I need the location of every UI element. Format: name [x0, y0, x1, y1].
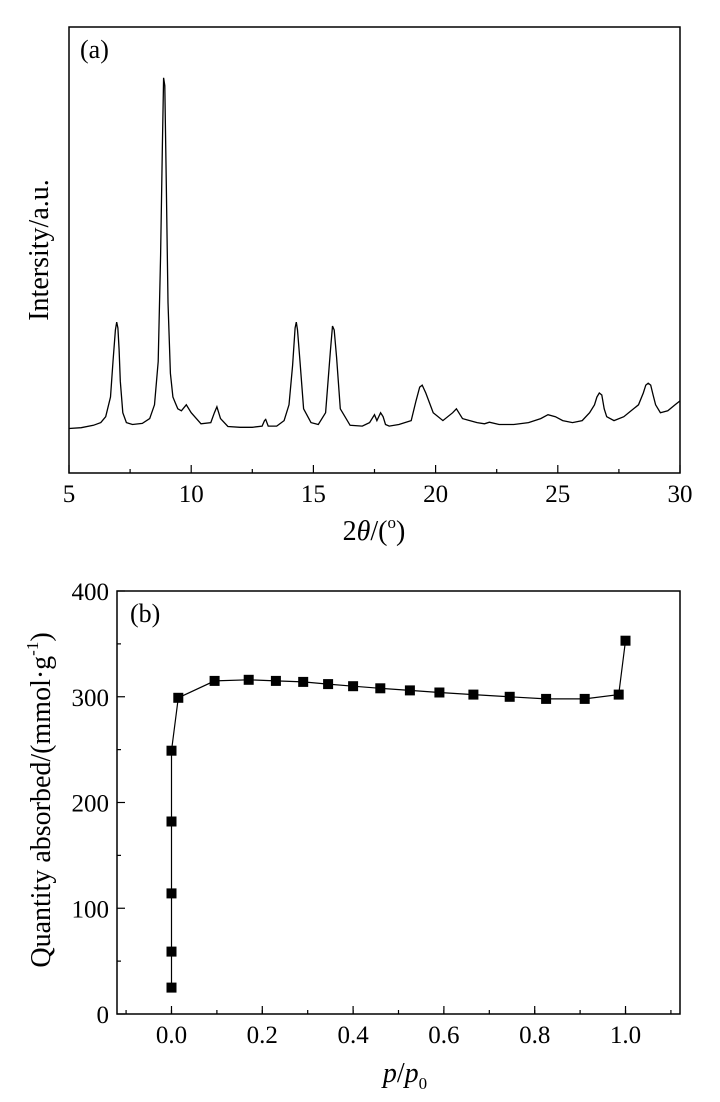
panel-a-x-tick-label: 30: [668, 481, 693, 508]
panel-b-point: [270, 675, 281, 686]
panel-b-y-tick-label: 400: [72, 579, 110, 606]
panel-b-label: (b): [130, 599, 160, 628]
panel-a-label: (a): [80, 35, 109, 64]
panel-b-x-tick-label: 1.0: [610, 1022, 641, 1049]
panel-b-point: [541, 693, 552, 704]
panel-b-x-ticks: [125, 1006, 672, 1014]
panel-b-x-tick-label: 0.0: [156, 1022, 187, 1049]
panel-b-series-line: [170, 640, 627, 988]
panel-a-ylabel: Intersity/a.u.: [24, 179, 55, 321]
panel-b-point: [209, 675, 220, 686]
panel-b-point: [620, 635, 631, 646]
panel-a-x-tick-label: 15: [301, 481, 326, 508]
panel-b-point: [434, 687, 445, 698]
panel-b-x-tick-labels: 0.0 0.2 0.4 0.6 0.8 1.0: [156, 1022, 641, 1049]
panel-b-y-tick-label: 300: [72, 685, 110, 712]
panel-a-x-ticks: [68, 465, 681, 473]
panel-b-point: [375, 683, 386, 694]
panel-b-x-tick-label: 0.8: [519, 1022, 550, 1049]
panel-b-markers: [166, 635, 631, 993]
panel-b-point: [348, 681, 359, 692]
panel-b-point: [323, 679, 334, 690]
panel-b-ylabel: Quantity absorbed/(mmol·g-1): [23, 632, 57, 967]
panel-a-xlabel: 2θ/(o): [343, 513, 406, 547]
panel-a-x-tick-label: 25: [545, 481, 570, 508]
panel-b-x-tick-label: 0.6: [428, 1022, 459, 1049]
panel-b-point: [166, 946, 177, 957]
panel-b-y-tick-label: 200: [72, 791, 110, 818]
panel-b-point: [243, 674, 254, 685]
panel-a-x-tick-label: 5: [63, 481, 76, 508]
panel-b-point: [468, 689, 479, 700]
panel-a-xrd: 5 10 15 20 25 30 (a) Intersity/a.u. 2θ/(o): [24, 26, 693, 547]
panel-b-y-ticks: [117, 590, 125, 1015]
panel-b-point: [579, 693, 590, 704]
panel-b-point: [166, 888, 177, 899]
panel-a-x-tick-labels: 5 10 15 20 25 30: [63, 481, 693, 508]
panel-b-x-tick-label: 0.2: [247, 1022, 278, 1049]
panel-b-xlabel: p/p0: [381, 1058, 427, 1093]
panel-a-series-line: [68, 77, 681, 430]
panel-b-point: [166, 982, 177, 993]
panel-b-y-tick-labels: 0 100 200 300 400: [72, 579, 110, 1029]
panel-b-point: [504, 691, 515, 702]
panel-b-isotherm: 0.0 0.2 0.4 0.6 0.8 1.0 0 100 200 300 400 (b) Qua…: [23, 579, 681, 1093]
panel-b-point: [298, 676, 309, 687]
panel-b-point: [166, 816, 177, 827]
panel-b-frame: [116, 590, 681, 1015]
panel-a-x-tick-label: 20: [423, 481, 448, 508]
panel-b-point: [173, 692, 184, 703]
panel-b-y-tick-label: 0: [97, 1002, 110, 1029]
panel-b-point: [404, 685, 415, 696]
panel-a-x-tick-label: 10: [179, 481, 204, 508]
panel-b-y-tick-label: 100: [72, 896, 110, 923]
panel-b-x-tick-label: 0.4: [337, 1022, 369, 1049]
panel-b-point: [166, 745, 177, 756]
panel-b-point: [613, 689, 624, 700]
